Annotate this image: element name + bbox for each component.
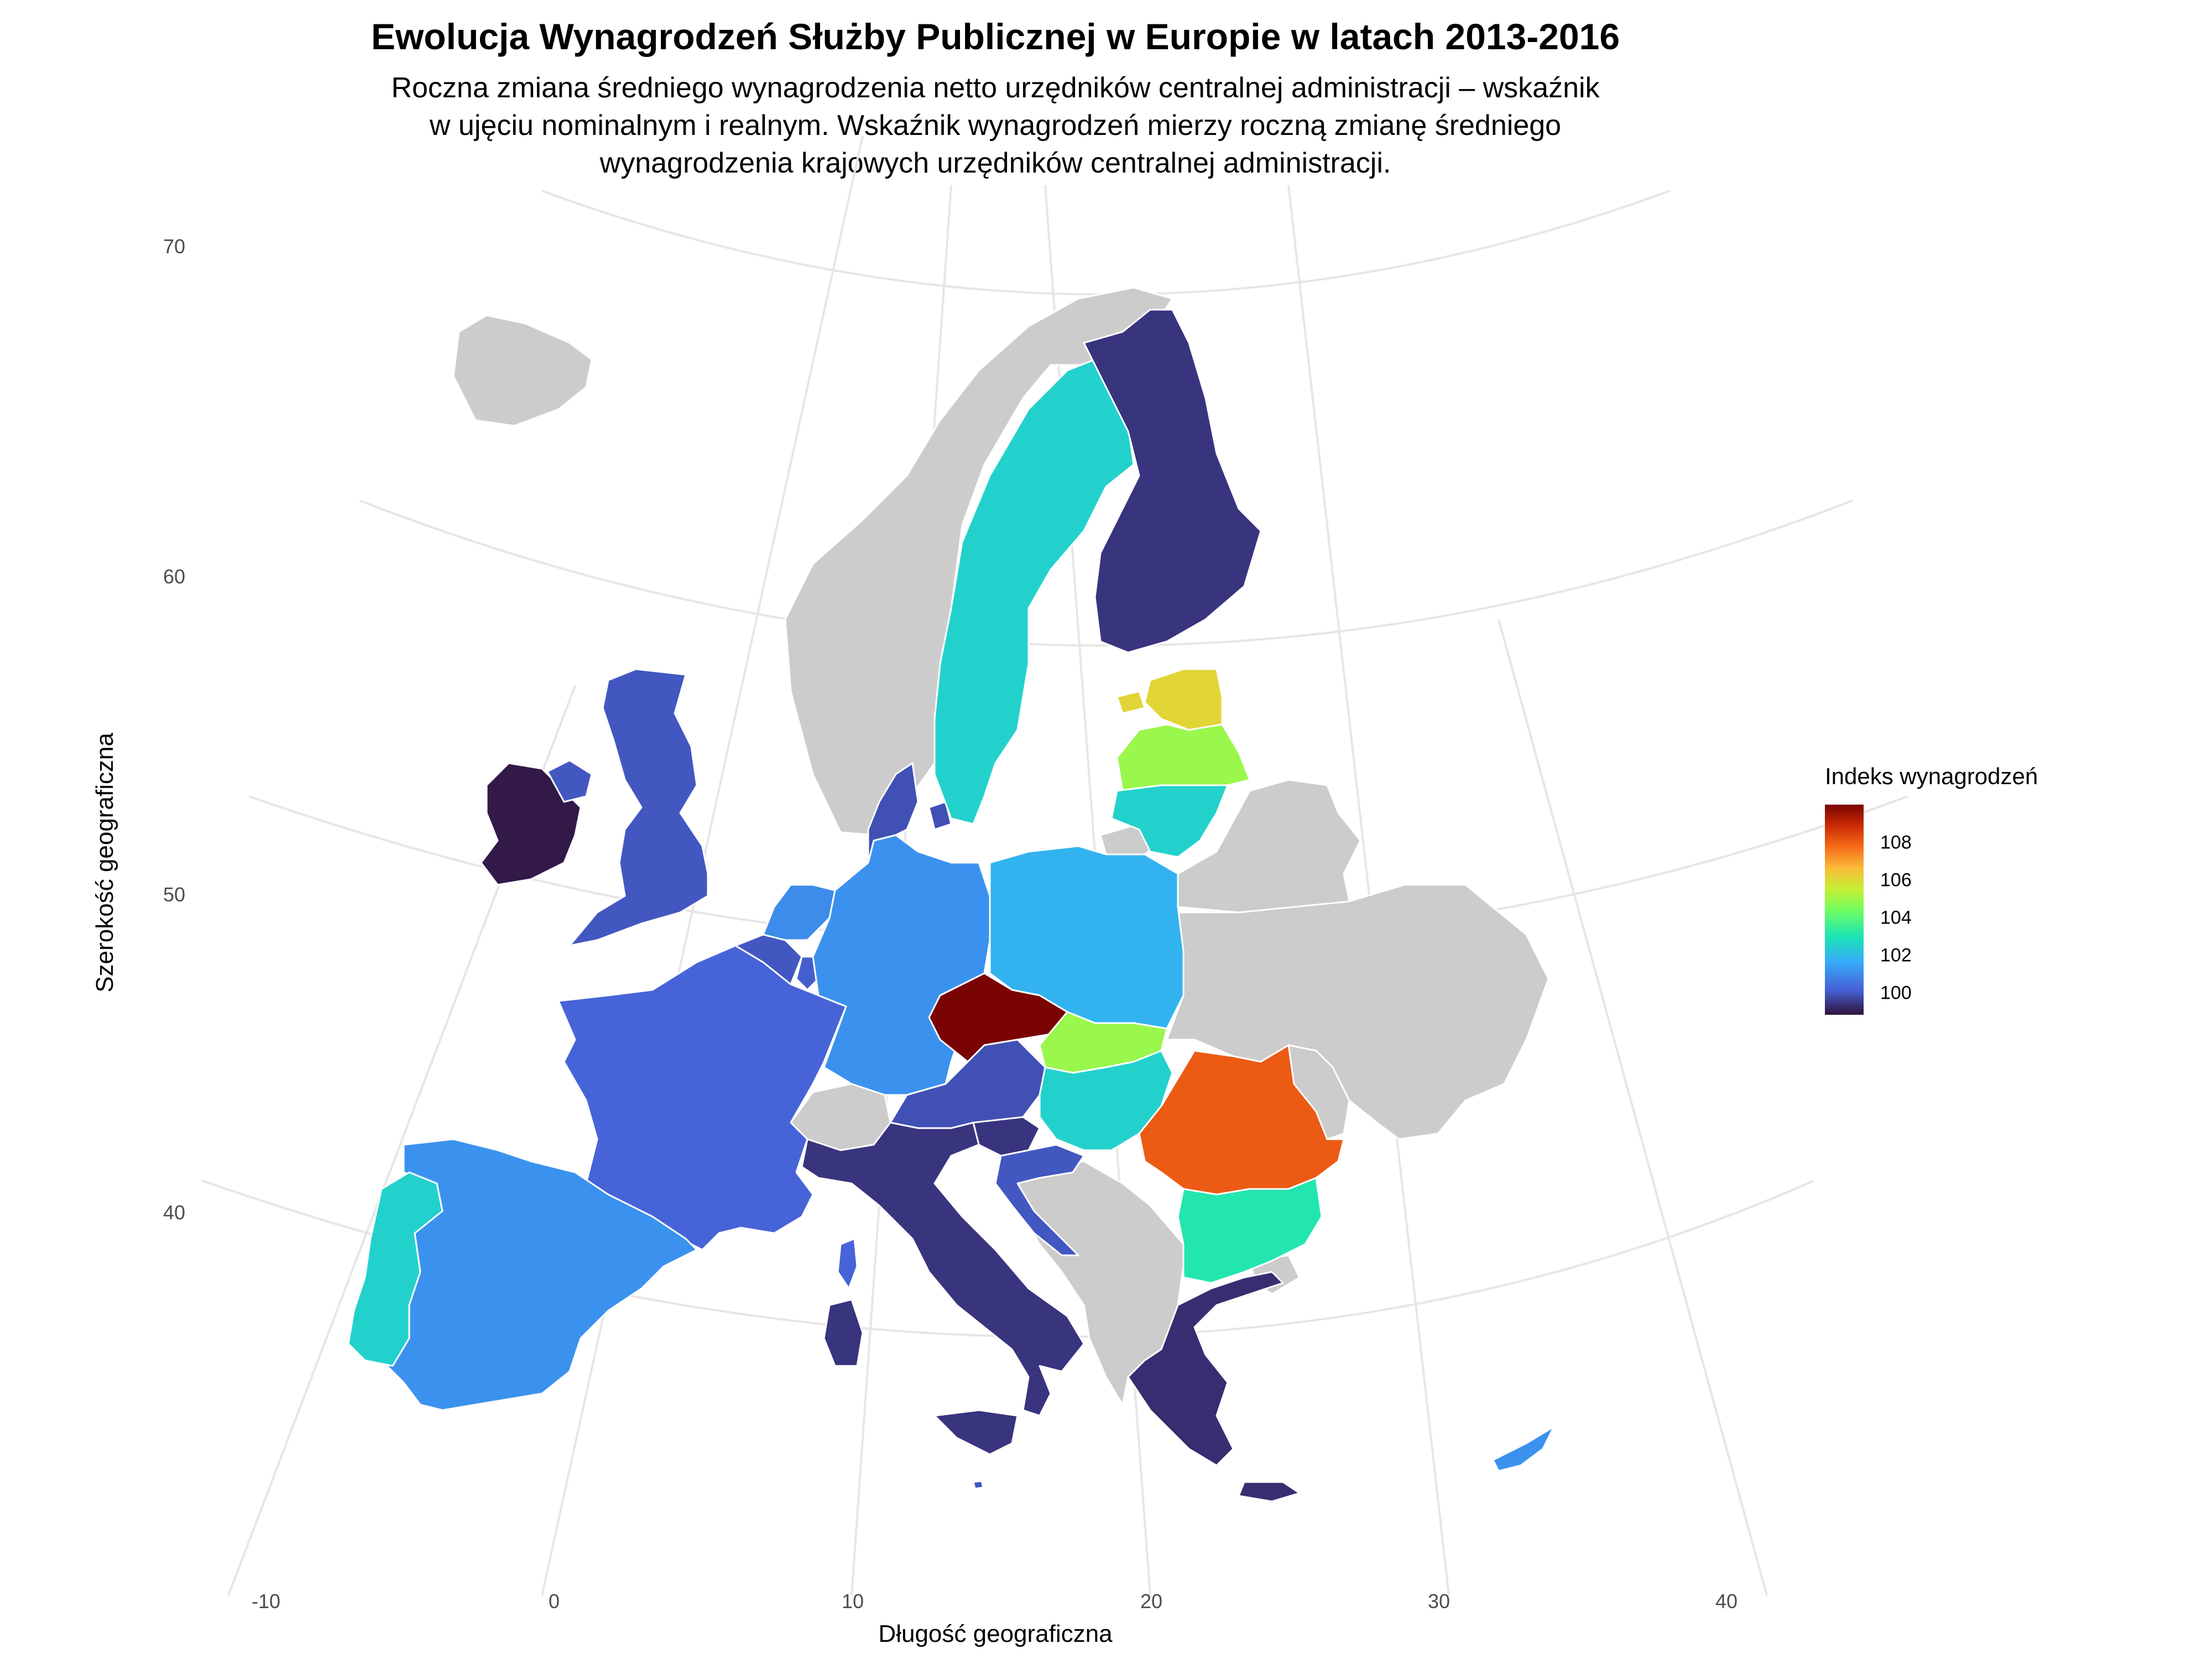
chart-title: Ewolucja Wynagrodzeń Służby Publicznej w… xyxy=(371,16,1620,57)
chart-subtitle: Roczna zmiana średniego wynagrodzenia ne… xyxy=(221,69,1770,182)
y-tick-50: 50 xyxy=(163,883,186,906)
country-malta[interactable] xyxy=(972,1480,984,1490)
y-axis-label: Szerokość geograficzna xyxy=(91,733,118,993)
country-cyprus[interactable] xyxy=(1492,1426,1555,1472)
legend-label-106: 106 xyxy=(1880,869,1912,891)
legend: Indeks wynagrodzeń 108 106 104 102 100 xyxy=(1825,763,2135,1040)
country-corsica[interactable] xyxy=(837,1238,858,1290)
x-tick-0: 0 xyxy=(549,1590,560,1613)
country-united-kingdom[interactable] xyxy=(546,668,709,947)
x-tick-40: 40 xyxy=(1715,1590,1738,1613)
subtitle-line-2: w ujęciu nominalnym i realnym. Wskaźnik … xyxy=(429,109,1562,142)
x-tick-m10: -10 xyxy=(252,1590,281,1613)
country-ireland[interactable] xyxy=(480,762,582,886)
country-estonia[interactable] xyxy=(1116,668,1223,731)
legend-title: Indeks wynagrodzeń xyxy=(1825,763,2038,789)
country-lithuania[interactable] xyxy=(1110,784,1229,858)
country-luxembourg[interactable] xyxy=(795,956,820,991)
x-axis-label: Długość geograficzna xyxy=(878,1620,1113,1647)
country-iceland xyxy=(452,314,593,427)
y-tick-60: 60 xyxy=(163,565,186,588)
legend-label-104: 104 xyxy=(1880,907,1912,928)
country-czechia[interactable] xyxy=(928,972,1068,1063)
country-bulgaria[interactable] xyxy=(1177,1177,1323,1284)
legend-label-102: 102 xyxy=(1880,945,1912,966)
x-tick-10: 10 xyxy=(842,1590,864,1613)
country-finland[interactable] xyxy=(1083,309,1262,654)
y-tick-70: 70 xyxy=(163,235,186,258)
country-latvia[interactable] xyxy=(1116,723,1251,792)
y-tick-40: 40 xyxy=(163,1201,186,1224)
country-italy[interactable] xyxy=(801,1121,1085,1455)
country-croatia[interactable] xyxy=(994,1144,1085,1256)
country-ukraine xyxy=(1166,884,1550,1140)
x-tick-20: 20 xyxy=(1140,1590,1163,1613)
parallel-70 xyxy=(541,190,1671,296)
x-tick-30: 30 xyxy=(1428,1590,1451,1613)
legend-label-108: 108 xyxy=(1880,832,1912,853)
subtitle-line-3: wynagrodzenia krajowych urzędników centr… xyxy=(599,147,1391,179)
legend-colorbar xyxy=(1825,805,1864,1015)
parallel-60 xyxy=(359,499,1853,647)
legend-label-100: 100 xyxy=(1880,982,1912,1004)
country-denmark[interactable] xyxy=(867,762,952,864)
subtitle-line-1: Roczna zmiana średniego wynagrodzenia ne… xyxy=(391,72,1600,104)
countries xyxy=(347,286,1555,1503)
meridian-30 xyxy=(1287,185,1450,1596)
country-portugal[interactable] xyxy=(347,1171,444,1367)
meridian-40 xyxy=(1498,619,1768,1596)
country-greece[interactable] xyxy=(1127,1271,1301,1503)
